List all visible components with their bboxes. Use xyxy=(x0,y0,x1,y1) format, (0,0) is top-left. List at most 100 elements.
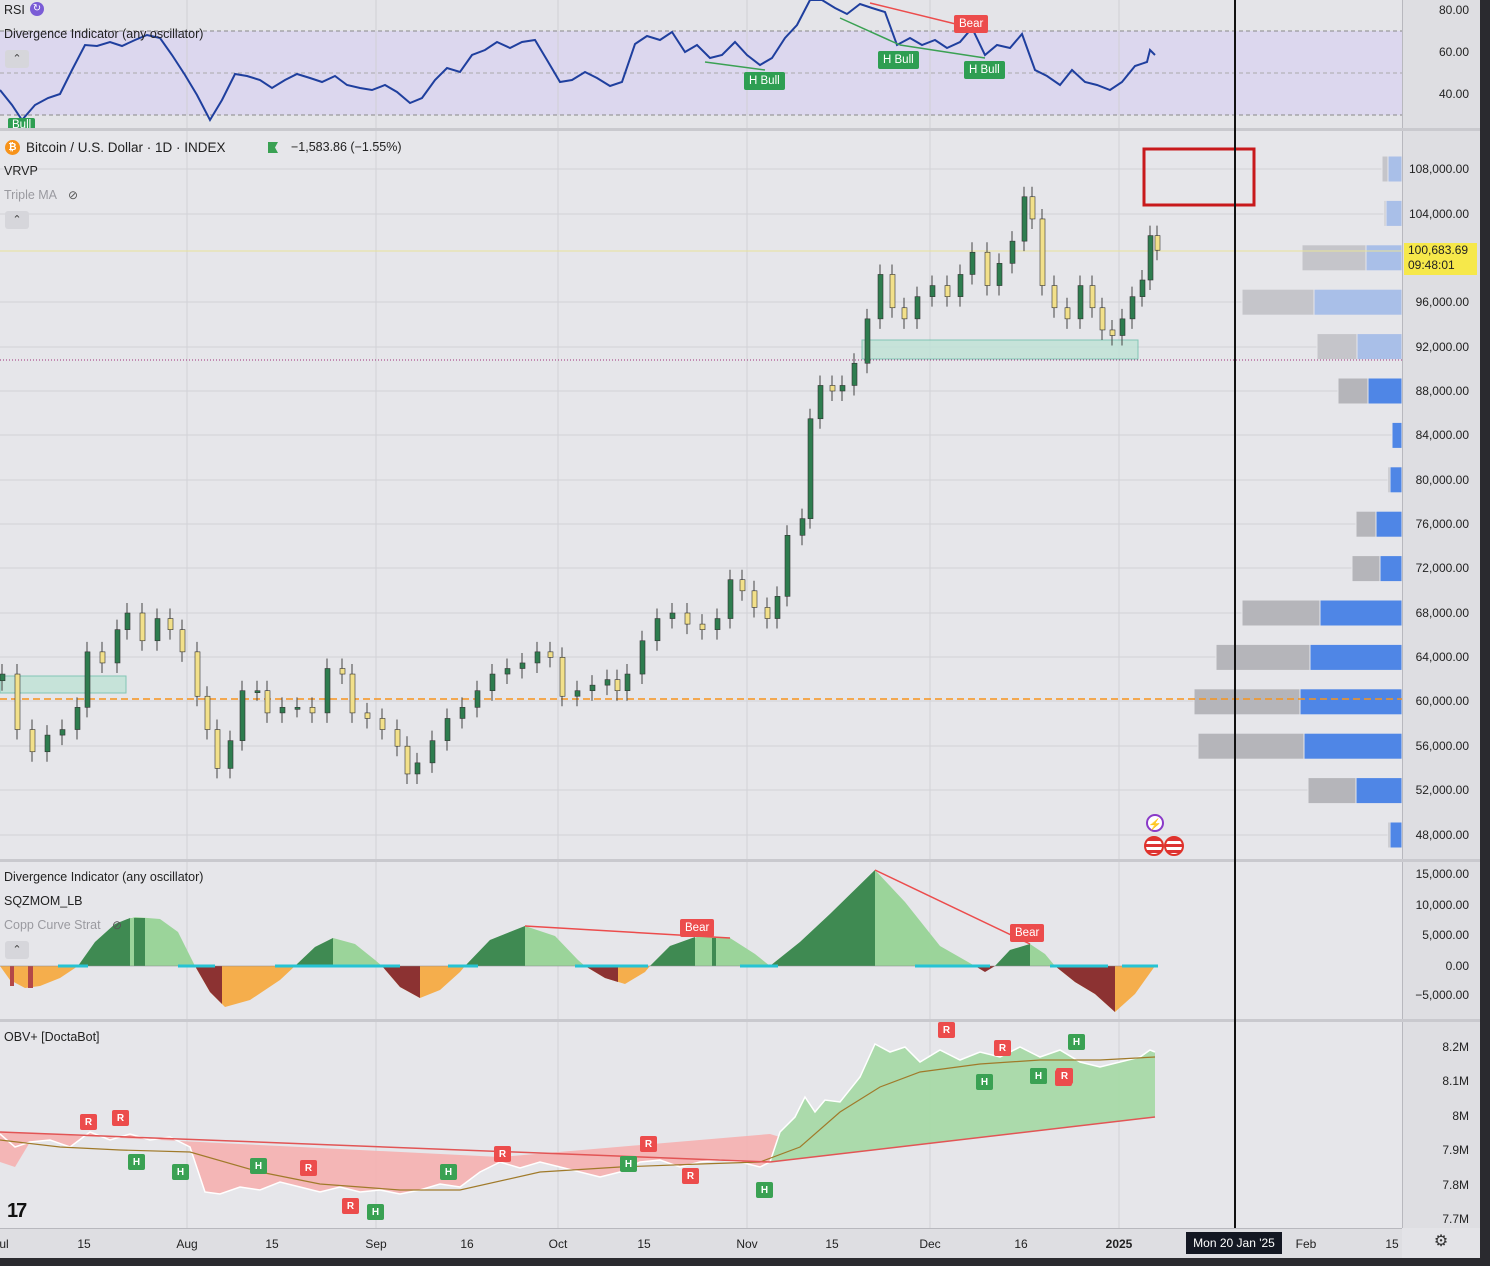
axis-tick: 15,000.00 xyxy=(1415,867,1469,881)
last-price-value: 100,683.69 xyxy=(1408,243,1469,257)
volume-profile-bar xyxy=(1309,643,1402,671)
candle-body xyxy=(929,285,936,297)
obv-pane[interactable]: OBV+ [DoctaBot] RRHHHRRHHRHRRHRRHHRHHR 1… xyxy=(0,1022,1402,1228)
axis-tick: 104,000.00 xyxy=(1408,207,1469,221)
candle-body xyxy=(851,362,858,386)
time-label: 15 xyxy=(265,1237,279,1251)
squeeze-pane[interactable]: Divergence Indicator (any oscillator) SQ… xyxy=(0,862,1402,1019)
squeeze-tag-bear: Bear xyxy=(1010,924,1045,942)
candle-body xyxy=(1077,285,1084,320)
obv-marker: H xyxy=(250,1158,267,1174)
obv-plot xyxy=(0,1022,1156,1228)
candle-body xyxy=(639,640,646,675)
candle-body xyxy=(1029,196,1036,220)
axis-tick: 7.8M xyxy=(1442,1178,1469,1192)
time-label: Sep xyxy=(365,1237,387,1251)
candle-body xyxy=(114,629,121,664)
time-label: Feb xyxy=(1295,1237,1317,1251)
candle-body xyxy=(624,673,631,691)
candle-body xyxy=(1099,307,1106,331)
candle-body xyxy=(59,729,66,736)
volume-profile-bar xyxy=(1387,155,1402,183)
candle-body xyxy=(227,740,234,769)
volume-profile-bar xyxy=(1379,555,1402,583)
candle-body xyxy=(404,745,411,775)
squeeze-histogram xyxy=(0,862,1158,1019)
candle-body xyxy=(1051,285,1058,309)
indicator-vrvp[interactable]: VRVP xyxy=(4,164,38,178)
axis-tick: 56,000.00 xyxy=(1415,739,1469,753)
rsi-tag-bear: Bear xyxy=(954,15,989,33)
refresh-icon[interactable]: ↻ xyxy=(30,2,44,16)
candle-body xyxy=(1109,329,1116,336)
candle-body xyxy=(394,729,401,747)
obv-marker: R xyxy=(342,1198,359,1214)
volume-profile-bar xyxy=(1367,377,1402,405)
window-edge xyxy=(0,1258,1490,1266)
rsi-tag-h-bull: H Bull xyxy=(744,72,785,90)
rsi-pane[interactable]: RSI ↻ Divergence Indicator (any oscillat… xyxy=(0,0,1402,128)
volume-profile-bar xyxy=(1319,599,1402,627)
obv-marker: R xyxy=(938,1022,955,1038)
obv-marker: H xyxy=(976,1074,993,1090)
time-axis[interactable]: ul 15 Aug 15 Sep 16 Oct 15 Nov 15 Dec 16… xyxy=(0,1228,1402,1259)
volume-profile-bar xyxy=(1389,821,1402,849)
axis-tick: −5,000.00 xyxy=(1415,988,1469,1002)
rsi-price-axis[interactable]: 80.00 60.00 40.00 xyxy=(1402,0,1481,128)
settings-gear-icon[interactable]: ⚙ xyxy=(1433,1233,1449,1250)
axis-tick: 8.1M xyxy=(1442,1074,1469,1088)
candle-body xyxy=(807,418,814,519)
candle-body xyxy=(889,274,896,309)
collapse-icon[interactable]: ⌃ xyxy=(5,211,29,229)
axis-tick: 40.00 xyxy=(1438,87,1469,101)
candle-body xyxy=(84,651,91,708)
candle-body xyxy=(204,695,211,730)
eye-hidden-icon[interactable]: ⊘ xyxy=(112,918,123,932)
candle-body xyxy=(294,707,301,710)
price-pane[interactable]: ₿ Bitcoin / U.S. Dollar · 1D · INDEX −1,… xyxy=(0,131,1402,859)
pane-divider[interactable] xyxy=(0,1019,1480,1022)
eye-hidden-icon[interactable]: ⊘ xyxy=(68,188,79,202)
candle-body xyxy=(996,263,1003,286)
candle-body xyxy=(0,673,6,682)
us-flag-event-icon[interactable] xyxy=(1144,836,1164,856)
axis-tick: 52,000.00 xyxy=(1415,783,1469,797)
obv-marker: R xyxy=(994,1040,1011,1056)
squeeze-tag-bear: Bear xyxy=(680,919,715,937)
candle-body xyxy=(194,651,201,697)
candle-body xyxy=(504,668,511,675)
cursor-date-label: Mon 20 Jan '25 xyxy=(1186,1232,1282,1254)
obv-axis[interactable]: 8.2M 8.1M 8M 7.9M 7.8M 7.7M xyxy=(1402,1022,1481,1228)
collapse-icon[interactable]: ⌃ xyxy=(5,941,29,959)
obv-marker: R xyxy=(1056,1068,1073,1084)
axis-tick: 80,000.00 xyxy=(1415,473,1469,487)
squeeze-axis[interactable]: 15,000.00 10,000.00 5,000.00 0.00 −5,000… xyxy=(1402,862,1481,1019)
candle-body xyxy=(774,596,781,619)
volume-profile-bar xyxy=(1391,421,1402,449)
candle-body xyxy=(684,612,691,625)
lightning-event-icon[interactable]: ⚡ xyxy=(1146,814,1164,832)
pane-divider[interactable] xyxy=(0,859,1480,862)
last-price-label: 100,683.69 09:48:01 xyxy=(1404,243,1477,275)
candle-body xyxy=(364,712,371,719)
candle-body xyxy=(764,607,771,619)
time-label: 15 xyxy=(825,1237,839,1251)
symbol-title[interactable]: Bitcoin / U.S. Dollar · 1D · INDEX xyxy=(26,140,226,155)
pane-divider[interactable] xyxy=(0,128,1480,131)
candle-body xyxy=(1147,235,1154,281)
candle-body xyxy=(139,612,146,642)
candle-body xyxy=(877,274,884,320)
rsi-divergence-label: Divergence Indicator (any oscillator) xyxy=(4,27,204,41)
candle-body xyxy=(944,285,951,297)
us-flag-event-icon[interactable] xyxy=(1164,836,1184,856)
candle-body xyxy=(154,618,161,642)
tradingview-logo[interactable]: 17 xyxy=(7,1200,27,1222)
rsi-tag-h-bull: H Bull xyxy=(878,51,919,69)
collapse-icon[interactable]: ⌃ xyxy=(5,50,29,68)
indicator-triple-ma[interactable]: Triple MA xyxy=(4,188,58,202)
price-axis[interactable]: 108,000.00 104,000.00 96,000.00 92,000.0… xyxy=(1402,131,1481,859)
candle-body xyxy=(1154,235,1161,251)
axis-tick: 60,000.00 xyxy=(1415,694,1469,708)
volume-profile xyxy=(1193,155,1402,849)
volume-profile-bar xyxy=(1303,732,1402,760)
